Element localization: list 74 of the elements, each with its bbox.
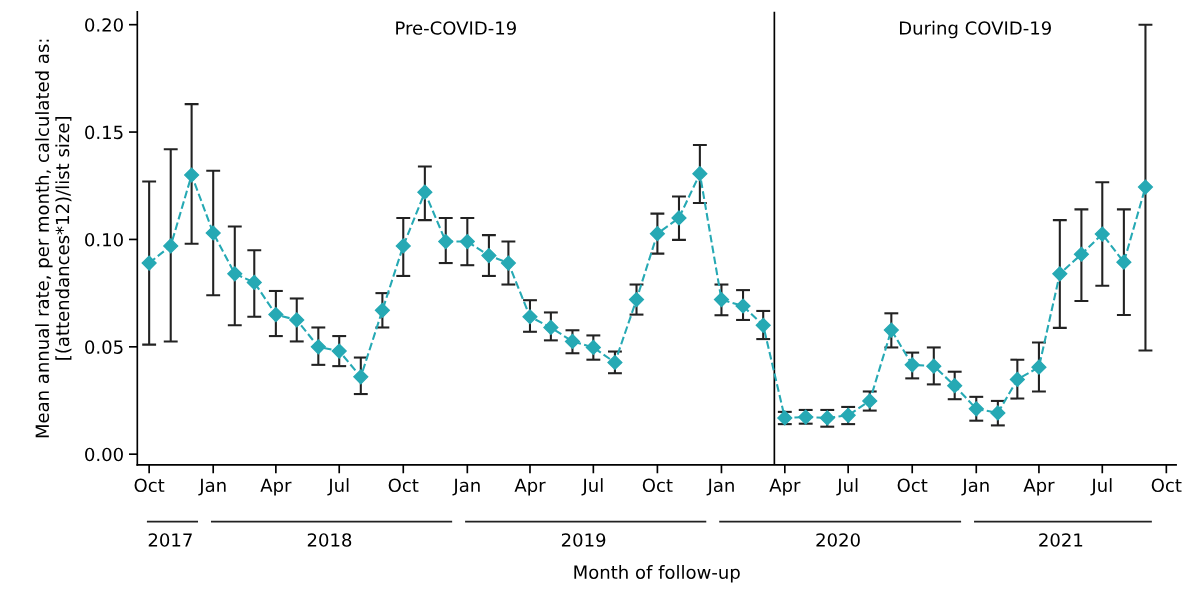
point: [184, 167, 200, 183]
point: [522, 309, 538, 325]
point: [649, 226, 665, 242]
x-tick-label: Apr: [260, 478, 292, 496]
x-tick-label: Oct: [897, 478, 928, 493]
x-tick-label: Jan: [198, 478, 226, 496]
point: [227, 266, 243, 282]
point: [268, 307, 284, 323]
point: [692, 166, 708, 182]
y-tick-label: 0.15: [85, 125, 123, 140]
x-tick-label: Apr: [1023, 478, 1055, 496]
text: 2021: [1039, 533, 1083, 547]
point: [1052, 266, 1068, 282]
point: [1137, 179, 1154, 195]
point: [481, 247, 497, 264]
point: [883, 322, 899, 338]
x-tick-label: Jul: [1090, 478, 1112, 496]
point: [628, 291, 645, 308]
annotation: During COVID-19: [900, 20, 1051, 39]
x-tick-label: Jan: [452, 478, 480, 496]
point: [1009, 371, 1025, 388]
point: [331, 343, 347, 359]
point: [1031, 359, 1047, 375]
point: [374, 302, 390, 318]
x-tick-label: Oct: [1151, 478, 1182, 493]
point: [353, 369, 369, 385]
x-tick-label: Apr: [514, 478, 546, 496]
point: [500, 255, 516, 271]
text: 2018: [307, 533, 352, 547]
point: [543, 319, 559, 336]
point: [607, 354, 623, 371]
text: 2017: [148, 533, 192, 547]
point: [713, 291, 730, 308]
point: [163, 238, 179, 254]
y-tick-label: 0.10: [85, 232, 123, 247]
point: [1094, 226, 1110, 242]
point: [990, 405, 1006, 421]
point: [735, 298, 751, 314]
point: [141, 255, 157, 271]
point: [417, 184, 433, 200]
point: [564, 333, 581, 350]
point: [459, 234, 475, 250]
y-tick-label: 0.20: [85, 18, 123, 32]
annotation: Pre-COVID-19: [396, 21, 516, 35]
point: [246, 274, 262, 290]
point: [310, 339, 326, 355]
text: 2020: [816, 533, 860, 547]
x-axis-title: Month of follow-up: [574, 565, 740, 583]
point: [205, 225, 221, 241]
x-tick-label: Jan: [706, 478, 734, 496]
point: [585, 339, 601, 356]
x-tick-label: Oct: [134, 478, 165, 493]
x-tick-label: Oct: [388, 478, 419, 493]
point: [968, 401, 984, 417]
point: [438, 234, 454, 250]
x-tick-label: Apr: [769, 478, 801, 496]
x-tick-label: Jul: [836, 478, 858, 496]
y-tick-label: 0.00: [85, 447, 123, 462]
y-tick-label: 0.05: [85, 340, 123, 354]
point: [671, 210, 687, 226]
point: [395, 238, 411, 254]
point: [755, 317, 771, 333]
point: [904, 357, 920, 373]
x-tick-label: Oct: [642, 478, 673, 493]
point: [289, 312, 305, 328]
x-tick-label: Jan: [961, 478, 989, 496]
x-tick-label: Jul: [581, 478, 603, 496]
text: 2019: [561, 533, 606, 547]
y-axis-title: Mean annual rate, per month, calculated as: [(attendances*12)/list size]: [35, 39, 72, 438]
point: [947, 378, 963, 394]
point: [1073, 246, 1089, 262]
point: [926, 358, 942, 374]
x-tick-label: Jul: [327, 478, 349, 496]
point: [1116, 254, 1132, 270]
